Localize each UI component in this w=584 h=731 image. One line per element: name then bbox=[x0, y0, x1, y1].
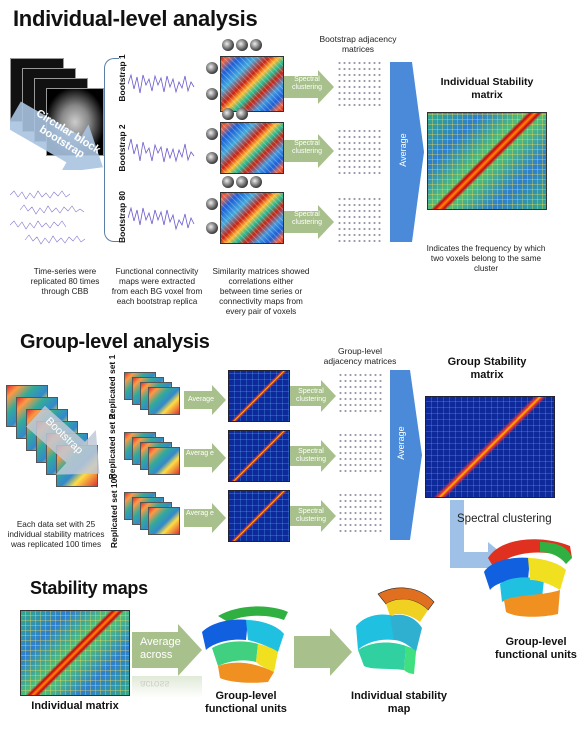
cbb-arrow bbox=[5, 100, 120, 173]
individual-stability-caption: Indicates the frequency by which two vox… bbox=[426, 244, 546, 273]
brain-thumbnail bbox=[236, 39, 248, 51]
replicated-set-100-stack bbox=[124, 492, 184, 536]
individual-matrix-thumb bbox=[20, 610, 130, 696]
replicated-set-100-label: Replicated set 100 bbox=[109, 473, 119, 549]
individual-stability-map-3d bbox=[350, 582, 454, 686]
brain-thumbnail bbox=[250, 39, 262, 51]
average-across-arrow bbox=[132, 624, 202, 676]
group-averaged-matrix-2 bbox=[228, 430, 290, 482]
spectral-arrow-80 bbox=[284, 205, 334, 239]
individual-matrix-label: Individual matrix bbox=[31, 700, 119, 712]
bootstrap-adjacency-title: Bootstrap adjacency matrices bbox=[319, 34, 397, 54]
bootstrap-series-80 bbox=[127, 196, 198, 240]
replicated-set-2-stack bbox=[124, 432, 184, 476]
group-spectral-arrow-2 bbox=[290, 440, 336, 472]
brain-thumbnail bbox=[206, 198, 218, 210]
group-spectral-clustering-label: Spectral clustering bbox=[457, 513, 552, 525]
bootstrap-bracket bbox=[104, 58, 119, 242]
group-units-small-3d bbox=[198, 598, 294, 684]
bootstrap-label-2: Bootstrap 2 bbox=[117, 124, 127, 172]
group-stability-title: Group Stability matrix bbox=[447, 356, 527, 381]
brain-thumbnail bbox=[206, 222, 218, 234]
brain-thumbnail bbox=[206, 62, 218, 74]
section-title-group: Group-level analysis bbox=[20, 331, 210, 353]
bootstrap-series-1 bbox=[127, 62, 198, 106]
group-averaged-matrix-100 bbox=[228, 490, 290, 542]
spectral-arrow-2 bbox=[284, 134, 334, 168]
average-arrow-group bbox=[390, 370, 422, 540]
to-stability-map-arrow bbox=[294, 628, 352, 676]
bootstrap-series-2 bbox=[127, 128, 198, 172]
replicated-set-1-stack bbox=[124, 372, 184, 416]
group-functional-units-label: Group-level functional units bbox=[495, 636, 577, 661]
stability-group-units-label: Group-level functional units bbox=[205, 690, 287, 715]
similarity-matrix-1 bbox=[220, 56, 284, 112]
raw-time-series bbox=[9, 185, 110, 255]
group-average-label-1: Average bbox=[188, 396, 214, 403]
brain-thumbnail bbox=[206, 128, 218, 140]
group-spectral-arrow-1 bbox=[290, 380, 336, 412]
group-average-arrow-2 bbox=[184, 443, 226, 473]
group-bootstrap-arrow bbox=[18, 400, 118, 480]
average-across-reflection-text: across bbox=[140, 678, 170, 689]
average-across-label: Average across bbox=[140, 636, 181, 661]
similarity-matrix-2 bbox=[220, 122, 284, 174]
average-across-reflection bbox=[132, 676, 202, 698]
group-average-label-2: Averag e bbox=[186, 450, 214, 457]
adjacency-matrix-1 bbox=[337, 60, 383, 106]
similarity-matrix-80 bbox=[220, 192, 284, 244]
group-adjacency-matrix-1 bbox=[338, 372, 384, 414]
individual-stability-matrix bbox=[427, 112, 547, 210]
bootstrap-label-1: Bootstrap 1 bbox=[117, 54, 127, 102]
bootstrap-label-80: Bootstrap 80 bbox=[117, 191, 127, 243]
group-average-arrow-100 bbox=[184, 503, 226, 533]
group-averaged-matrix-1 bbox=[228, 370, 290, 422]
spectral-label-80: Spectral clustering bbox=[292, 211, 322, 226]
brain-thumbnail bbox=[206, 152, 218, 164]
brain-thumbnail bbox=[222, 39, 234, 51]
average-label-group: Average bbox=[396, 426, 406, 460]
group-stability-matrix bbox=[425, 396, 555, 498]
spectral-label-1: Spectral clustering bbox=[292, 76, 322, 91]
group-adjacency-matrix-100 bbox=[338, 492, 384, 534]
group-adjacency-matrix-2 bbox=[338, 432, 384, 474]
group-spectral-label-100: Spectral clustering bbox=[296, 508, 326, 523]
caption-connectivity: Functional connectivity maps were extrac… bbox=[111, 267, 203, 306]
spectral-label-2: Spectral clustering bbox=[292, 140, 322, 155]
group-caption: Each data set with 25 individual stabili… bbox=[7, 520, 105, 549]
group-adjacency-title: Group-level adjacency matrices bbox=[323, 346, 397, 366]
average-arrow-individual bbox=[390, 62, 424, 242]
group-spectral-label-1: Spectral clustering bbox=[296, 388, 326, 403]
brain-thumbnail bbox=[222, 176, 234, 188]
section-title-stability: Stability maps bbox=[30, 578, 148, 598]
group-functional-units-3d bbox=[480, 528, 580, 620]
adjacency-matrix-80 bbox=[337, 196, 383, 242]
brain-thumbnail bbox=[236, 176, 248, 188]
spectral-arrow-1 bbox=[284, 70, 334, 104]
brain-thumbnail bbox=[222, 108, 234, 120]
individual-stability-map-label: Individual stability map bbox=[351, 690, 447, 715]
brain-thumbnail bbox=[236, 108, 248, 120]
group-average-arrow-1 bbox=[184, 385, 226, 415]
caption-cbb: Time-series were replicated 80 times thr… bbox=[30, 267, 100, 296]
brain-thumbnail bbox=[206, 88, 218, 100]
individual-stability-title: Individual Stability matrix bbox=[440, 76, 534, 101]
group-spectral-arrow-100 bbox=[290, 500, 336, 532]
average-label-individual: Average bbox=[398, 133, 408, 167]
group-spectral-label-2: Spectral clustering bbox=[296, 448, 326, 463]
group-average-label-100: Averag e bbox=[186, 510, 214, 517]
caption-similarity: Similarity matrices showed correlations … bbox=[212, 267, 310, 316]
brain-thumbnail bbox=[250, 176, 262, 188]
section-title-individual: Individual-level analysis bbox=[13, 6, 258, 31]
adjacency-matrix-2 bbox=[337, 128, 383, 174]
